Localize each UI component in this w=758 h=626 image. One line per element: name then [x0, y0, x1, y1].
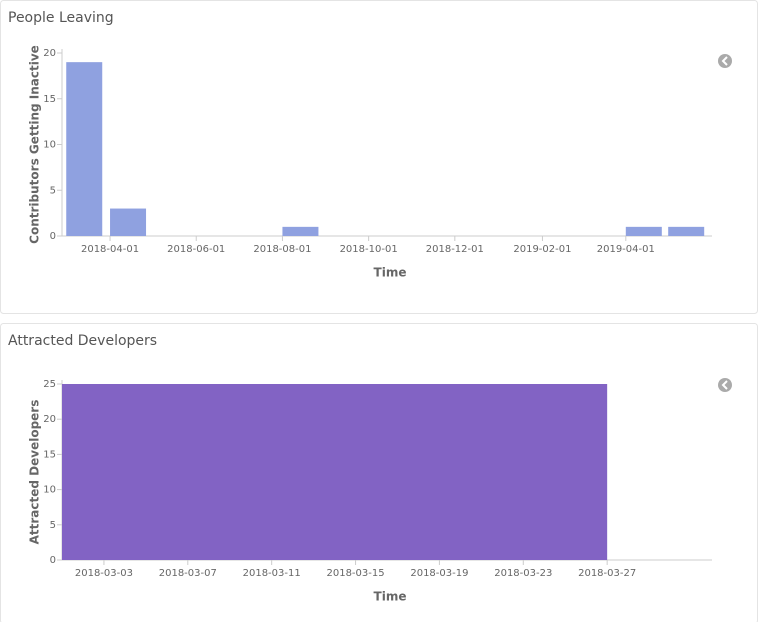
bar	[66, 62, 103, 237]
x-tick-label: 2018-03-11	[243, 568, 301, 579]
y-tick-label: 10	[43, 485, 56, 496]
x-tick-label: 2019-02-01	[513, 244, 571, 255]
x-tick-label: 2018-10-01	[340, 244, 398, 255]
x-tick-label: 2018-06-01	[167, 244, 225, 255]
y-tick-label: 20	[43, 414, 56, 425]
y-axis-title: Attracted Developers	[28, 400, 42, 545]
y-axis-title: Contributors Getting Inactive	[28, 45, 42, 244]
y-tick-label: 5	[50, 185, 56, 196]
y-tick-label: 5	[50, 520, 56, 531]
bar	[282, 226, 319, 236]
x-tick-label: 2018-03-27	[578, 568, 636, 579]
bar	[668, 226, 705, 236]
panel-title: People Leaving	[8, 10, 114, 26]
bar	[110, 208, 147, 236]
x-tick-label: 2018-12-01	[426, 244, 484, 255]
x-tick-label: 2018-03-15	[326, 568, 384, 579]
bar	[625, 226, 662, 236]
bar	[62, 384, 608, 560]
x-axis-title: Time	[374, 266, 407, 280]
y-tick-label: 0	[50, 555, 56, 566]
x-tick-label: 2019-04-01	[597, 244, 655, 255]
y-tick-label: 15	[43, 449, 56, 460]
x-tick-label: 2018-03-07	[159, 568, 217, 579]
x-axis-title: Time	[374, 590, 407, 604]
collapse-icon[interactable]	[718, 54, 732, 68]
y-tick-label: 10	[43, 140, 56, 151]
x-tick-label: 2018-03-19	[410, 568, 468, 579]
x-tick-label: 2018-03-23	[494, 568, 552, 579]
y-tick-label: 20	[43, 48, 56, 59]
y-tick-label: 0	[50, 231, 56, 242]
x-tick-label: 2018-03-03	[75, 568, 133, 579]
y-tick-label: 15	[43, 94, 56, 105]
panel-title: Attracted Developers	[8, 333, 157, 349]
y-tick-label: 25	[43, 379, 56, 390]
collapse-icon[interactable]	[718, 378, 732, 392]
x-tick-label: 2018-08-01	[253, 244, 311, 255]
x-tick-label: 2018-04-01	[81, 244, 139, 255]
